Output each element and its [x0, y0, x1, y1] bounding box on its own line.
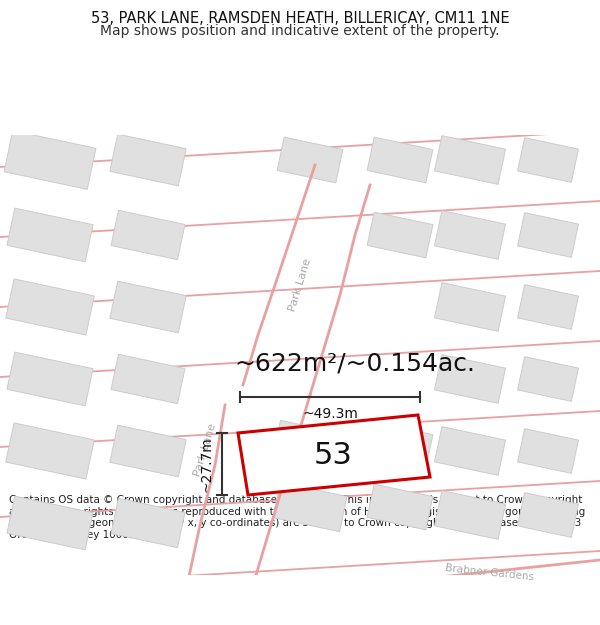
Polygon shape — [110, 134, 186, 186]
Polygon shape — [111, 211, 185, 259]
Polygon shape — [367, 137, 433, 183]
Text: ~622m²/~0.154ac.: ~622m²/~0.154ac. — [235, 351, 476, 375]
Polygon shape — [273, 482, 347, 532]
Polygon shape — [434, 136, 506, 184]
Text: ~49.3m: ~49.3m — [302, 407, 358, 421]
Polygon shape — [367, 422, 433, 468]
Polygon shape — [518, 284, 578, 329]
Polygon shape — [518, 213, 578, 258]
Polygon shape — [277, 137, 343, 183]
Text: 53, PARK LANE, RAMSDEN HEATH, BILLERICAY, CM11 1NE: 53, PARK LANE, RAMSDEN HEATH, BILLERICAY… — [91, 11, 509, 26]
Polygon shape — [111, 354, 185, 404]
Polygon shape — [434, 427, 506, 476]
Polygon shape — [7, 208, 93, 262]
Text: ~27.7m: ~27.7m — [200, 436, 214, 492]
Polygon shape — [518, 357, 578, 401]
Polygon shape — [518, 429, 578, 473]
Polygon shape — [6, 279, 94, 335]
Text: Map shows position and indicative extent of the property.: Map shows position and indicative extent… — [100, 24, 500, 38]
Polygon shape — [238, 415, 430, 495]
Polygon shape — [7, 496, 93, 550]
Polygon shape — [518, 492, 578, 538]
Polygon shape — [518, 138, 578, 182]
Polygon shape — [6, 423, 94, 479]
Text: 53: 53 — [314, 441, 352, 469]
Polygon shape — [367, 212, 433, 258]
Text: Park Lane: Park Lane — [192, 422, 218, 478]
Polygon shape — [110, 281, 186, 333]
Text: Park Lane: Park Lane — [287, 258, 313, 312]
Polygon shape — [7, 352, 93, 406]
Polygon shape — [110, 425, 186, 477]
Polygon shape — [434, 211, 506, 259]
Polygon shape — [434, 491, 506, 539]
Polygon shape — [367, 484, 433, 530]
Polygon shape — [111, 498, 185, 548]
Polygon shape — [273, 421, 347, 469]
Polygon shape — [4, 131, 96, 189]
Polygon shape — [434, 282, 506, 331]
Text: Brabner Gardens: Brabner Gardens — [445, 563, 535, 582]
Polygon shape — [434, 354, 506, 403]
Text: Contains OS data © Crown copyright and database right 2021. This information is : Contains OS data © Crown copyright and d… — [9, 495, 585, 540]
